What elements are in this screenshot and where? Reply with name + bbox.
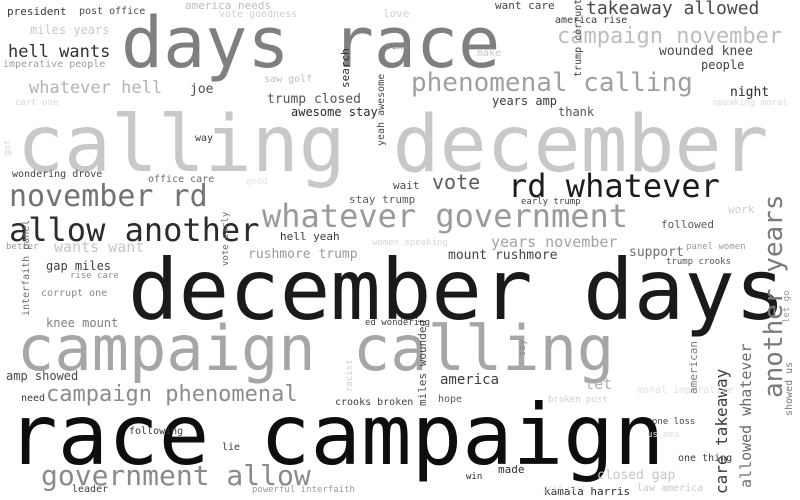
word-cloud-word: cart one [15, 98, 59, 108]
word-cloud-word: want care [495, 0, 555, 12]
word-cloud-word: allowed whatever [737, 343, 755, 489]
word-cloud-word: rushmore trump [248, 247, 358, 262]
word-cloud-word: support [629, 245, 684, 260]
word-cloud-word: wondering drove [12, 169, 103, 180]
word-cloud-word: women speaking [372, 238, 448, 248]
word-cloud-word: hell yeah [280, 230, 340, 243]
word-cloud-word: stay trump [349, 193, 416, 206]
word-cloud-word: allow another [9, 211, 260, 249]
word-cloud-word: america [440, 372, 500, 388]
word-cloud-word: thank [558, 105, 595, 119]
word-cloud-word: president [7, 5, 67, 18]
word-cloud-word: let go [782, 290, 792, 323]
word-cloud-word: years amp [492, 94, 558, 108]
word-cloud-word: say [518, 339, 528, 356]
word-cloud-word: hope [438, 394, 463, 405]
word-cloud-word: american [687, 341, 700, 394]
word-cloud-word: people [701, 58, 745, 72]
word-cloud-word: rise care [70, 271, 119, 281]
word-cloud-word: work [728, 203, 755, 216]
word-cloud-word: joe [190, 82, 214, 97]
word-cloud-word: next [385, 41, 410, 52]
word-cloud-word: december days [128, 241, 786, 339]
word-cloud-word: panel women [686, 242, 746, 252]
word-cloud-word: saw golf [264, 74, 313, 85]
word-cloud-word: powerful interfaith [252, 485, 355, 495]
word-cloud-word: leader [72, 484, 109, 495]
word-cloud-word: america needs [185, 0, 272, 12]
word-cloud-word: made [498, 463, 525, 476]
word-cloud-word: yeah awesome [376, 73, 387, 146]
word-cloud-word: post office [79, 6, 146, 17]
word-cloud-word: way [195, 133, 214, 144]
word-cloud-word: takeaway allowed [586, 0, 760, 19]
word-cloud-word: showed us [784, 361, 795, 416]
word-cloud-word: search [339, 48, 352, 88]
word-cloud-word: rd whatever [508, 167, 720, 205]
word-cloud-word: win [466, 472, 483, 482]
word-cloud-word: interfaith panel [21, 219, 32, 316]
word-cloud-word: wounded knee [659, 44, 753, 59]
word-cloud-word: early trump [521, 197, 581, 207]
word-cloud-word: need [21, 393, 46, 404]
word-cloud-word: law america [637, 483, 704, 494]
word-cloud-word: vote goodness [219, 9, 298, 20]
word-cloud-word: good [246, 177, 268, 187]
word-cloud-word: vote early [221, 211, 231, 266]
word-cloud-word: whatever hell [29, 78, 163, 98]
word-cloud-word: lie [222, 442, 241, 453]
word-cloud-word: corrupt one [41, 288, 108, 299]
word-cloud-word: america rise [555, 15, 628, 26]
word-cloud-word: days race [121, 2, 501, 84]
word-cloud-word: race campaign [7, 386, 665, 484]
word-cloud-word: amp showed [6, 369, 79, 383]
word-cloud-word: government allow [41, 459, 311, 492]
word-cloud-word: love [383, 7, 410, 20]
word-cloud-word: imperative people [3, 59, 106, 70]
word-cloud-word: wait [393, 179, 420, 192]
word-cloud-word: campaign phenomenal [46, 382, 298, 407]
word-cloud-word: night [730, 85, 770, 100]
word-cloud-word: closed gap [597, 468, 676, 483]
word-cloud-word: make [477, 48, 502, 59]
word-cloud-word: phenomenal calling [411, 68, 693, 98]
word-cloud-word: gap miles [46, 259, 112, 273]
word-cloud-word: got [3, 139, 13, 156]
word-cloud-word: trump corrupt [573, 0, 584, 77]
word-cloud-word: ed wondering [365, 318, 431, 328]
word-cloud-word: office care [148, 174, 215, 185]
word-cloud-word: racist [345, 359, 355, 392]
word-cloud-word: years november [491, 233, 618, 251]
word-cloud-word: knee mount [46, 316, 119, 330]
word-cloud-word: us mea [647, 430, 680, 440]
word-cloud-word: awesome stay [291, 105, 378, 119]
word-cloud-word: miles wounded [416, 319, 429, 406]
word-cloud-word: let [585, 375, 613, 393]
word-cloud-word: one loss [652, 417, 696, 427]
word-cloud-word: calling december [17, 100, 769, 190]
word-cloud-word: miles years [30, 23, 110, 37]
word-cloud-word: whatever government [262, 197, 629, 235]
word-cloud-word: campaign november [557, 24, 783, 49]
word-cloud-word: moral imperative [637, 385, 734, 396]
word-cloud-word: november rd [9, 179, 208, 214]
word-cloud-word: golf cart [543, 484, 587, 493]
word-cloud-word: better [6, 242, 39, 252]
word-cloud-word: followed [661, 218, 714, 231]
word-cloud-word: trump crooks [666, 257, 732, 267]
word-cloud-word: crooks broken [335, 397, 414, 408]
word-cloud-word: one thing [678, 453, 733, 464]
word-cloud-word: vote [432, 170, 481, 194]
word-cloud-word: wants want [54, 238, 145, 256]
word-cloud-word: mount rushmore [448, 248, 558, 263]
word-cloud-word: following [129, 426, 184, 437]
word-cloud-word: hell wants [8, 42, 111, 62]
word-cloud-word: kamala harris [544, 485, 631, 498]
word-cloud-word: broken post [548, 395, 608, 405]
word-cloud-word: trump closed [267, 92, 361, 107]
word-cloud-word: campaign calling [17, 312, 615, 385]
word-cloud-word: speaking moral [712, 98, 788, 108]
